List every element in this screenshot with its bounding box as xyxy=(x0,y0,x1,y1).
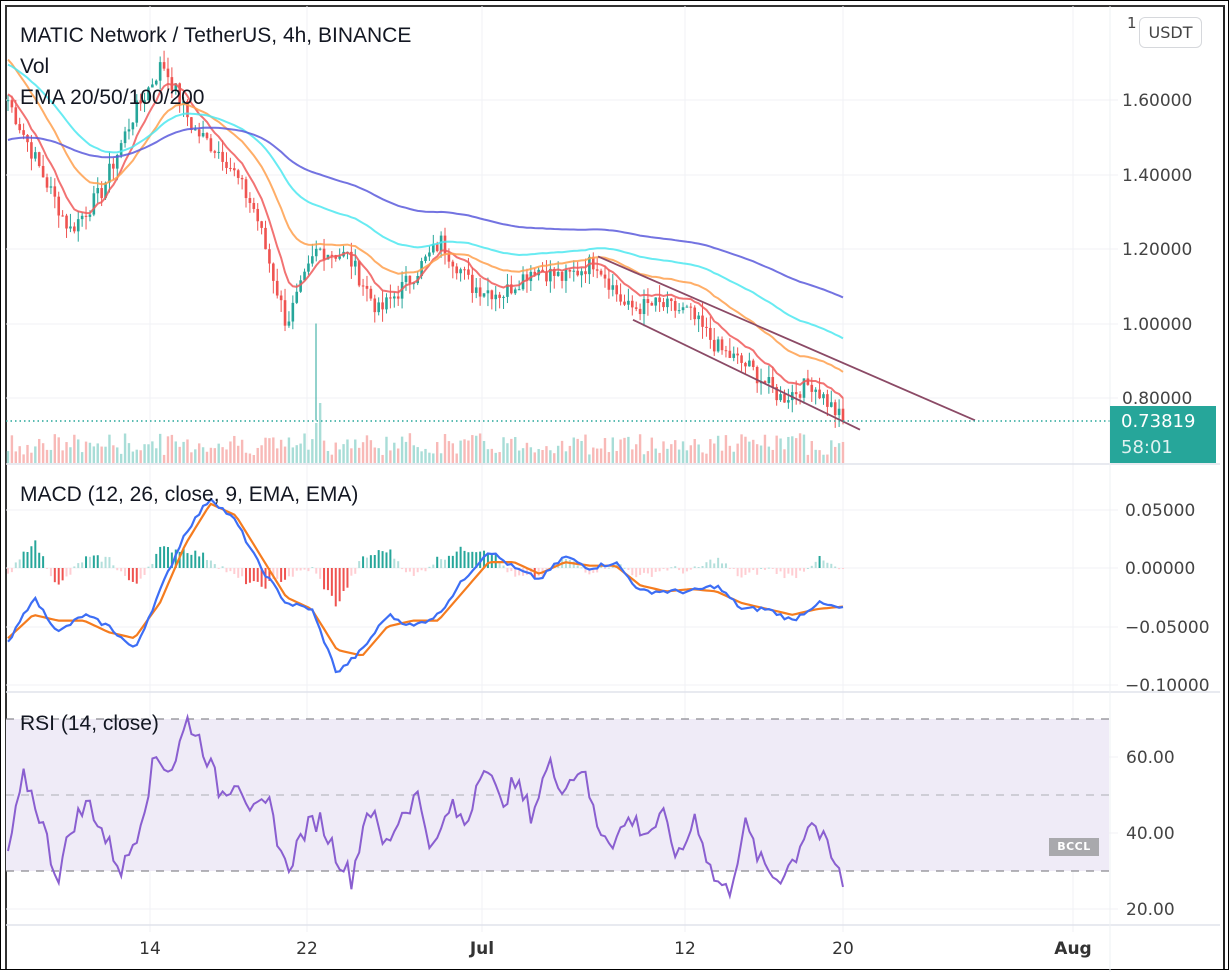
rsi-line xyxy=(7,713,844,900)
time-tick: Jul xyxy=(469,939,494,959)
rsi-legend[interactable]: RSI (14, close) xyxy=(20,712,159,735)
volume-bars xyxy=(6,403,845,463)
price-axis[interactable]: 1.60000 1.40000 1.20000 1.00000 0.80000 xyxy=(1122,91,1192,409)
macd-axis[interactable]: 0.05000 0.00000 −0.05000 −0.10000 xyxy=(1125,501,1210,696)
time-tick: Aug xyxy=(1054,939,1091,959)
last-price-value: 0.73819 xyxy=(1121,411,1196,432)
time-tick: 14 xyxy=(139,939,161,959)
time-tick: 12 xyxy=(674,939,696,959)
rsi-tick: 40.00 xyxy=(1126,824,1175,844)
price-tick: 1.00000 xyxy=(1122,315,1192,335)
macd-lines xyxy=(7,497,844,674)
price-axis-top-label: 1 xyxy=(1127,14,1137,32)
macd-histogram xyxy=(7,540,844,607)
macd-tick: 0.05000 xyxy=(1125,501,1195,521)
rsi-tick: 60.00 xyxy=(1126,748,1175,768)
macd-tick: −0.05000 xyxy=(1125,618,1210,638)
candlesticks xyxy=(6,50,845,428)
macd-legend[interactable]: MACD (12, 26, close, 9, EMA, EMA) xyxy=(20,483,359,506)
macd-tick: −0.10000 xyxy=(1125,676,1210,696)
price-tick: 1.60000 xyxy=(1122,91,1192,111)
price-tick: 0.80000 xyxy=(1122,389,1192,409)
bar-countdown: 58:01 xyxy=(1121,437,1173,458)
time-tick: 22 xyxy=(296,939,318,959)
last-price-badge: 0.73819 58:01 xyxy=(1110,406,1216,463)
rsi-tick: 20.00 xyxy=(1126,900,1175,920)
price-tick: 1.20000 xyxy=(1122,240,1192,260)
chart-inner-border xyxy=(5,5,1225,969)
time-axis[interactable]: 14 22 Jul 12 20 Aug xyxy=(139,939,1092,959)
symbol-title[interactable]: MATIC Network / TetherUS, 4h, BINANCE xyxy=(20,24,412,47)
watermark-badge: BCCL xyxy=(1049,838,1099,856)
trendlines[interactable] xyxy=(597,255,976,431)
rsi-level-lines xyxy=(6,718,1109,872)
time-tick: 20 xyxy=(832,939,854,959)
ema-lines xyxy=(7,58,844,399)
ema-legend[interactable]: EMA 20/50/100/200 xyxy=(20,86,205,109)
rsi-axis[interactable]: 60.00 40.00 20.00 xyxy=(1126,748,1175,920)
volume-legend[interactable]: Vol xyxy=(20,55,50,78)
currency-button[interactable]: USDT xyxy=(1139,17,1202,48)
macd-tick: 0.00000 xyxy=(1125,559,1195,579)
price-tick: 1.40000 xyxy=(1122,166,1192,186)
